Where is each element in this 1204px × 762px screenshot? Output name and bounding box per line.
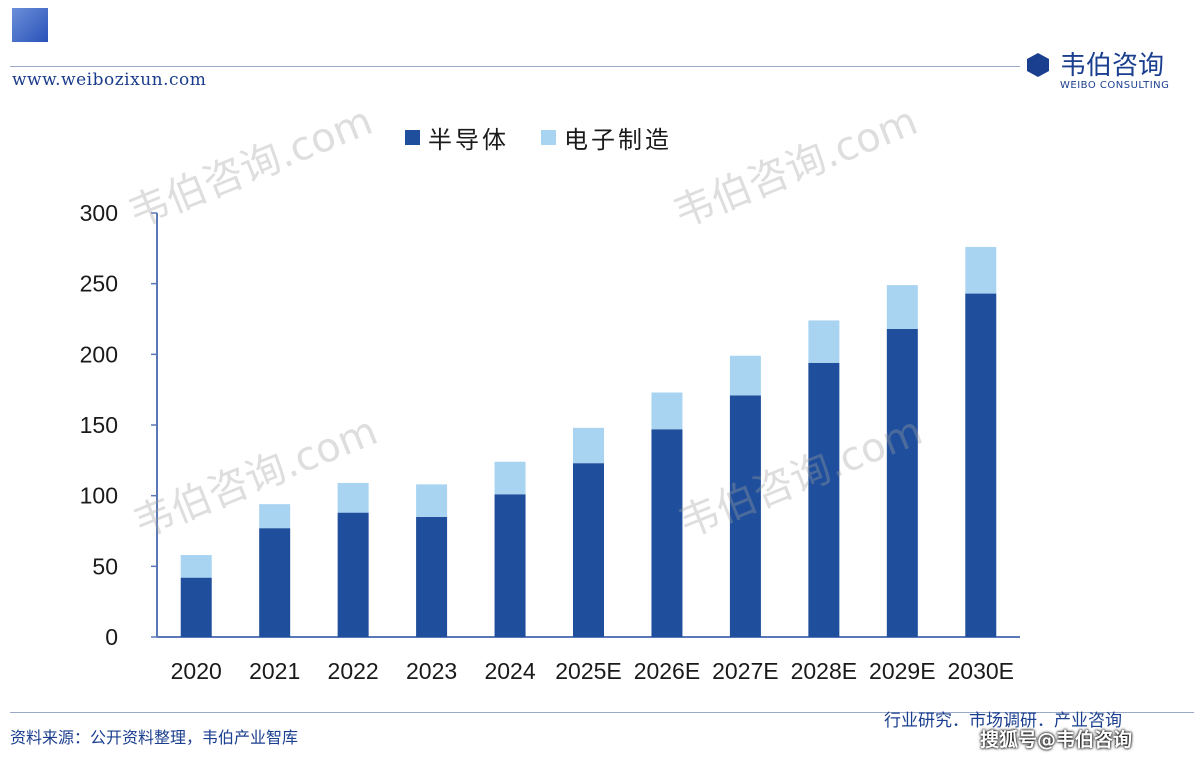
legend-item-electronics: 电子制造 <box>541 120 672 155</box>
y-tick-label: 100 <box>80 483 118 509</box>
bar-electronics <box>337 482 369 513</box>
bar-electronics <box>573 427 604 464</box>
footer-divider <box>10 712 1194 713</box>
y-tick-label: 50 <box>92 553 118 579</box>
bar-electronics <box>416 484 448 517</box>
bar-semiconductor <box>965 293 997 637</box>
source-note: 资料来源：公开资料整理，韦伯产业智库 <box>10 728 299 747</box>
x-tick-label: 2023 <box>406 658 457 684</box>
y-tick-label: 150 <box>80 412 118 438</box>
bar-semiconductor <box>337 512 369 637</box>
x-tick-label: 2025E <box>555 658 622 684</box>
corner-logo-square <box>12 8 48 42</box>
bar-semiconductor <box>886 328 918 637</box>
bar-electronics <box>808 320 840 363</box>
chart-legend: 半导体 电子制造 <box>405 120 694 155</box>
bar-semiconductor <box>416 516 448 637</box>
brand-logo-icon <box>1027 53 1049 77</box>
brand-subtitle: WEIBO CONSULTING <box>1060 80 1170 91</box>
bar-electronics <box>965 246 997 294</box>
bar-electronics <box>651 392 683 430</box>
legend-label-semiconductor: 半导体 <box>428 126 509 154</box>
bar-semiconductor <box>573 463 604 637</box>
bar-semiconductor <box>494 494 526 637</box>
x-tick-label: 2020 <box>171 658 222 684</box>
x-tick-label: 2030E <box>948 658 1015 684</box>
x-tick-label: 2028E <box>791 658 858 684</box>
x-tick-label: 2027E <box>712 658 779 684</box>
bar-semiconductor <box>729 395 761 637</box>
bar-electronics <box>886 285 918 329</box>
legend-label-electronics: 电子制造 <box>564 126 672 154</box>
y-tick-label: 250 <box>80 271 118 297</box>
credit-label: 搜狐号@韦伯咨询 <box>980 729 1133 751</box>
x-tick-label: 2026E <box>634 658 701 684</box>
legend-swatch-electronics <box>541 130 556 145</box>
y-tick-label: 300 <box>80 200 118 226</box>
bar-semiconductor <box>808 362 840 637</box>
y-tick-label: 200 <box>80 341 118 367</box>
brand-name: 韦伯咨询 <box>1060 51 1165 81</box>
x-tick-label: 2022 <box>328 658 379 684</box>
bar-semiconductor <box>180 577 212 637</box>
y-tick-label: 0 <box>105 624 118 650</box>
footer-tagline: 行业研究．市场调研．产业咨询 <box>884 711 1122 731</box>
bar-electronics <box>729 355 761 396</box>
legend-swatch-semiconductor <box>405 130 420 145</box>
x-tick-label: 2029E <box>869 658 936 684</box>
bar-semiconductor <box>259 528 291 637</box>
bar-semiconductor <box>651 429 683 637</box>
bar-electronics <box>180 555 212 578</box>
x-tick-label: 2024 <box>484 658 535 684</box>
header-divider <box>10 66 1020 67</box>
bar-electronics <box>494 461 526 495</box>
legend-item-semiconductor: 半导体 <box>405 120 509 155</box>
x-tick-label: 2021 <box>249 658 300 684</box>
bar-electronics <box>259 504 291 529</box>
site-url: www.weibozixun.com <box>12 70 207 90</box>
